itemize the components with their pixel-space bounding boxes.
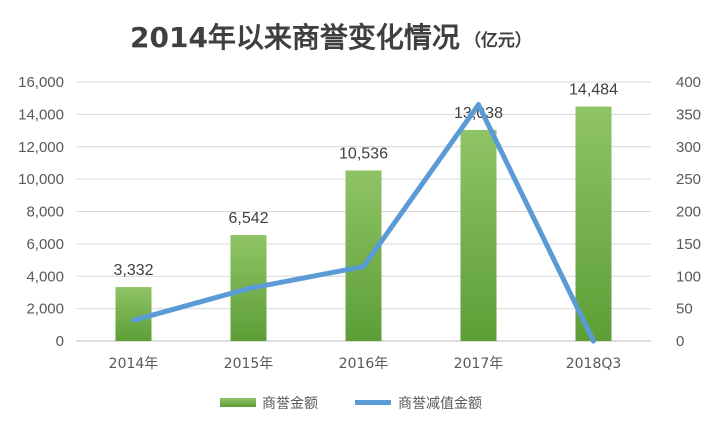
- bar: [115, 287, 152, 341]
- y-right-tick-label: 300: [676, 139, 701, 156]
- chart-title: 2014年以来商誉变化情况 （亿元）: [130, 21, 532, 54]
- bar: [460, 129, 497, 341]
- y-left-tick-label: 0: [56, 333, 64, 350]
- chart-title-main: 2014年以来商誉变化情况: [130, 21, 460, 54]
- y-left-tick-label: 14,000: [18, 106, 64, 123]
- y-right-tick-label: 400: [676, 74, 701, 91]
- y-left-tick-label: 12,000: [18, 139, 64, 156]
- bar-data-label: 10,536: [339, 145, 388, 162]
- line-point: [361, 264, 366, 270]
- x-tick-label: 2014年: [109, 356, 159, 372]
- y-right-tick-label: 50: [676, 301, 693, 318]
- y-left-tick-label: 6,000: [26, 236, 64, 253]
- y-right-tick-label: 350: [676, 106, 701, 123]
- bar-data-label: 6,542: [228, 210, 268, 227]
- line-series: [131, 102, 596, 344]
- legend: 商誉金额 商誉减值金额: [220, 396, 482, 412]
- y-right-tick-label: 250: [676, 171, 701, 188]
- chart-title-unit: （亿元）: [464, 30, 532, 51]
- line-point: [476, 102, 481, 108]
- y-right-tick-label: 200: [676, 204, 701, 221]
- legend-label-line: 商誉减值金额: [398, 396, 482, 412]
- x-axis: 2014年 2015年 2016年 2017年 2018Q3: [109, 356, 622, 372]
- y-left-tick-label: 4,000: [26, 268, 64, 285]
- legend-label-bar: 商誉金额: [262, 396, 318, 412]
- y-axis-left: 0 2,000 4,000 6,000 8,000 10,000 12,000 14,000 1…: [18, 74, 64, 350]
- y-right-tick-label: 150: [676, 236, 701, 253]
- y-left-tick-label: 2,000: [26, 301, 64, 318]
- x-tick-label: 2016年: [339, 356, 389, 372]
- y-right-tick-label: 0: [676, 333, 684, 350]
- x-tick-label: 2017年: [454, 356, 504, 372]
- line-point: [246, 286, 251, 292]
- line-point: [131, 317, 136, 323]
- y-left-tick-label: 10,000: [18, 171, 64, 188]
- bar-data-label: 14,484: [569, 82, 618, 99]
- y-axis-right: 0 50 100 150 200 250 300 350 400: [676, 74, 701, 350]
- line-point: [591, 338, 596, 344]
- y-right-tick-label: 100: [676, 268, 701, 285]
- bar: [345, 170, 382, 341]
- y-left-tick-label: 16,000: [18, 74, 64, 91]
- legend-swatch-bar: [220, 398, 256, 407]
- x-tick-label: 2015年: [224, 356, 274, 372]
- bar-data-label: 3,332: [113, 262, 153, 279]
- x-tick-label: 2018Q3: [566, 356, 622, 372]
- bar: [575, 106, 612, 341]
- y-left-tick-label: 8,000: [26, 204, 64, 221]
